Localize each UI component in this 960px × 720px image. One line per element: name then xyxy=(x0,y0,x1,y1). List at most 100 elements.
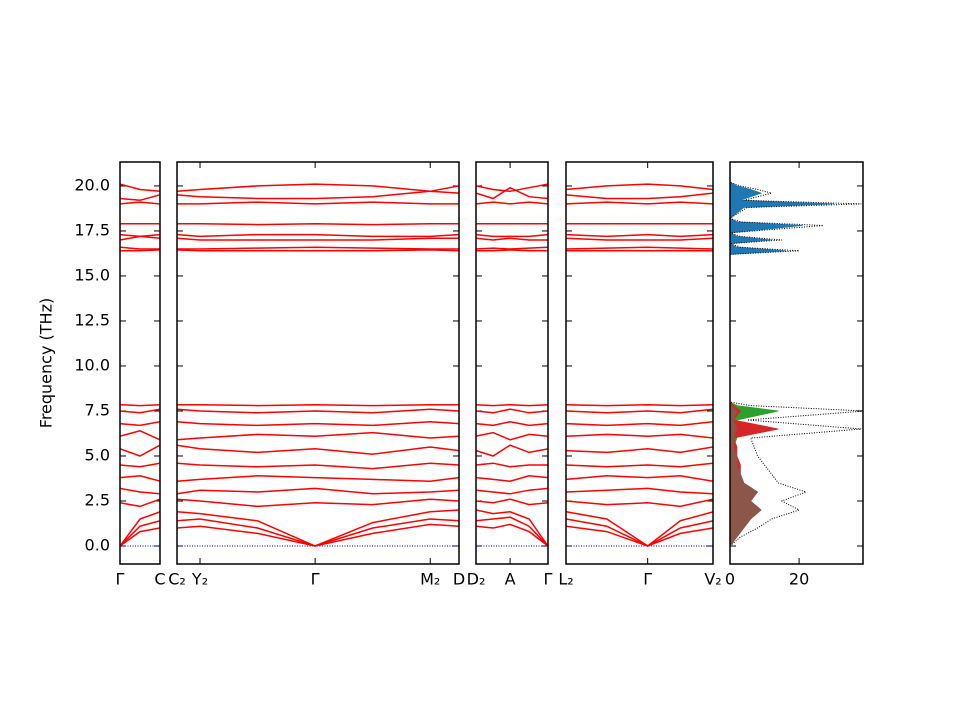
band xyxy=(120,498,160,508)
y-tick-label: 15.0 xyxy=(74,265,110,284)
x-tick-label: Γ xyxy=(544,570,553,589)
band xyxy=(177,421,459,427)
band xyxy=(476,233,548,238)
band xyxy=(476,462,548,468)
x-tick-label: Γ xyxy=(643,570,652,589)
band xyxy=(566,183,713,191)
y-tick-label: 17.5 xyxy=(74,220,110,239)
band xyxy=(177,201,459,205)
band xyxy=(476,237,548,241)
band xyxy=(120,408,160,414)
band xyxy=(120,246,160,250)
y-tick-label: 0.0 xyxy=(85,535,110,554)
band xyxy=(566,511,713,547)
x-tick-label: 0 xyxy=(725,570,735,589)
band xyxy=(476,186,548,200)
band xyxy=(177,462,459,470)
band xyxy=(566,487,713,495)
band xyxy=(566,192,713,200)
band xyxy=(476,403,548,407)
panel-frame xyxy=(119,161,161,565)
band xyxy=(120,462,160,468)
x-tick-label: M₂ xyxy=(420,570,440,589)
band xyxy=(177,408,459,414)
band xyxy=(476,183,548,193)
band xyxy=(120,194,160,202)
band xyxy=(476,498,548,506)
band xyxy=(177,246,459,250)
pdos-area xyxy=(730,167,762,547)
band xyxy=(476,408,548,414)
band xyxy=(177,523,459,547)
band xyxy=(120,475,160,482)
x-tick-label: Y₂ xyxy=(191,570,208,589)
band xyxy=(177,237,459,241)
y-tick-label: 20.0 xyxy=(74,175,110,194)
band xyxy=(476,487,548,495)
band xyxy=(476,523,548,547)
band xyxy=(120,487,160,495)
band xyxy=(566,403,713,407)
band xyxy=(120,430,160,441)
band xyxy=(177,487,459,495)
x-tick-label: C xyxy=(154,570,165,589)
band xyxy=(566,201,713,205)
band xyxy=(177,233,459,238)
band xyxy=(120,249,160,252)
band xyxy=(476,509,548,547)
x-tick-label: A xyxy=(505,570,516,589)
band xyxy=(177,403,459,407)
band xyxy=(566,246,713,250)
band xyxy=(177,222,459,226)
band xyxy=(566,475,713,482)
band xyxy=(566,525,713,547)
band xyxy=(476,431,548,441)
y-axis-label: Frequency (THz) xyxy=(37,298,56,428)
band xyxy=(476,249,548,252)
panel-frame xyxy=(475,161,549,565)
band xyxy=(120,201,160,205)
band xyxy=(120,520,160,547)
x-tick-label: Γ xyxy=(116,570,125,589)
x-tick-label: C₂ xyxy=(168,570,186,589)
band xyxy=(120,233,160,238)
band xyxy=(177,475,459,482)
x-tick-label: Γ xyxy=(311,570,320,589)
x-tick-label: D₂ xyxy=(467,570,486,589)
band xyxy=(120,403,160,407)
band xyxy=(177,444,459,455)
panel-frame xyxy=(176,161,460,565)
band xyxy=(177,431,459,441)
band xyxy=(177,509,459,547)
band xyxy=(120,527,160,547)
x-tick-label: V₂ xyxy=(704,570,721,589)
x-tick-label: L₂ xyxy=(558,570,573,589)
band xyxy=(476,421,548,427)
band xyxy=(177,190,459,200)
band xyxy=(120,511,160,547)
y-tick-label: 7.5 xyxy=(85,400,110,419)
band xyxy=(120,421,160,427)
band xyxy=(177,183,459,193)
y-tick-label: 12.5 xyxy=(74,310,110,329)
band xyxy=(476,475,548,482)
band xyxy=(566,408,713,414)
band xyxy=(566,233,713,238)
panel-frame xyxy=(729,161,864,565)
band xyxy=(566,421,713,427)
x-tick-label: D xyxy=(453,570,465,589)
band xyxy=(476,201,548,205)
band xyxy=(566,433,713,439)
y-tick-label: 5.0 xyxy=(85,445,110,464)
x-tick-label: 20 xyxy=(789,570,809,589)
band xyxy=(120,183,160,193)
band xyxy=(566,498,713,508)
band xyxy=(566,518,713,547)
band xyxy=(177,498,459,508)
band xyxy=(120,444,160,457)
y-tick-label: 10.0 xyxy=(74,355,110,374)
band xyxy=(476,246,548,250)
pdos-area xyxy=(730,167,834,546)
panel-frame xyxy=(565,161,714,565)
